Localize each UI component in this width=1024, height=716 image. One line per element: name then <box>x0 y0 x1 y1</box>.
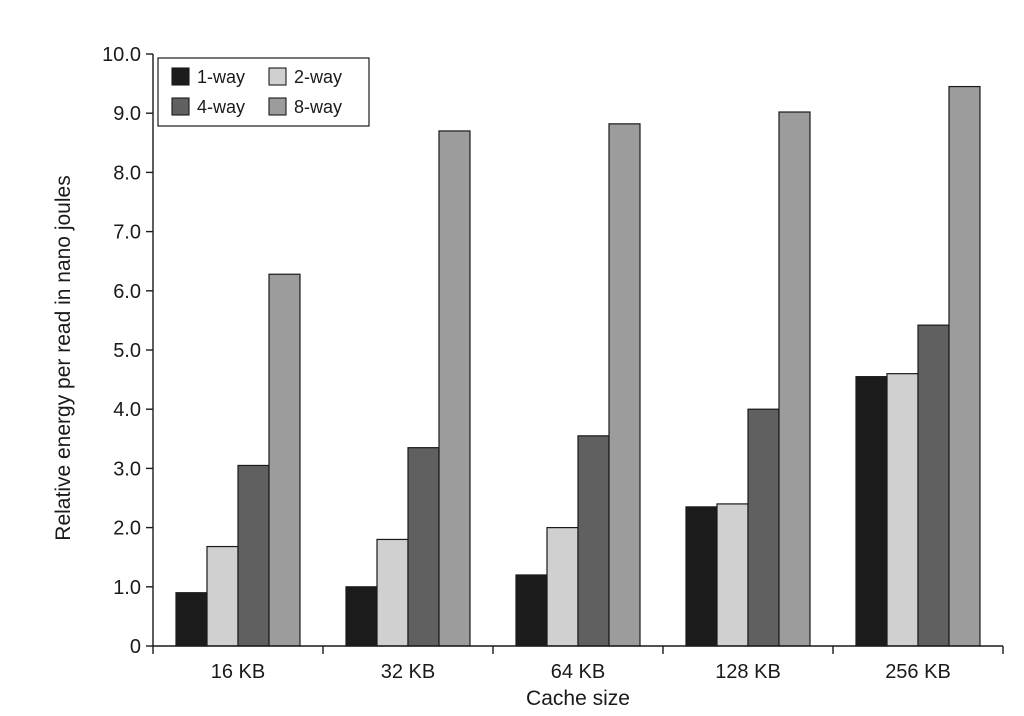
bar-1-way-32KB <box>345 586 378 647</box>
y-tick-label: 10.0 <box>102 44 141 66</box>
y-tick-label: 7.0 <box>113 222 141 244</box>
x-tick-label: 64 KB <box>551 661 605 683</box>
bar-2-way-32KB <box>376 538 409 647</box>
bar-1-way-128KB <box>685 506 718 647</box>
bar-2-way-16KB <box>206 545 239 647</box>
y-axis-title: Relative energy per read in nano joules <box>52 175 75 540</box>
bar-8-way-32KB <box>438 130 471 647</box>
y-tick-label: 4.0 <box>113 399 141 421</box>
legend: 1-way 2-way 4-way 8-way <box>157 57 370 127</box>
bar-4-way-64KB <box>577 435 610 647</box>
bars-layer <box>175 85 981 647</box>
bar-4-way-32KB <box>407 447 440 647</box>
legend-label-8-way: 8-way <box>294 97 342 117</box>
bar-8-way-256KB <box>948 85 981 647</box>
bar-1-way-16KB <box>175 592 208 647</box>
legend-swatch-4-way <box>171 97 190 116</box>
bar-4-way-128KB <box>747 408 780 647</box>
y-ticks: 0 1.0 2.0 3.0 4.0 5.0 6.0 7.0 8.0 9.0 10.0 <box>102 44 153 658</box>
legend-label-4-way: 4-way <box>197 97 245 117</box>
legend-swatch-8-way <box>268 97 287 116</box>
bar-8-way-128KB <box>778 111 811 647</box>
bar-8-way-16KB <box>268 273 301 647</box>
legend-swatch-2-way <box>268 67 287 86</box>
bar-4-way-16KB <box>237 464 270 647</box>
y-tick-label: 5.0 <box>113 340 141 362</box>
x-axis-title: Cache size <box>526 687 630 710</box>
bar-8-way-64KB <box>608 123 641 647</box>
y-tick-label: 9.0 <box>113 103 141 125</box>
y-tick-label: 2.0 <box>113 518 141 540</box>
y-tick-label: 1.0 <box>113 577 141 599</box>
x-ticks: 16 KB 32 KB 64 KB 128 KB 256 KB <box>152 646 1004 683</box>
x-tick-label: 128 KB <box>715 661 781 683</box>
y-tick-label: 3.0 <box>113 458 141 480</box>
y-tick-label: 8.0 <box>113 162 141 184</box>
legend-swatch-1-way <box>171 67 190 86</box>
bar-2-way-128KB <box>716 503 749 647</box>
bar-1-way-64KB <box>515 574 548 647</box>
bar-2-way-64KB <box>546 526 579 647</box>
legend-frame <box>157 57 370 127</box>
bar-2-way-256KB <box>886 373 919 647</box>
x-tick-label: 256 KB <box>885 661 951 683</box>
y-tick-label: 6.0 <box>113 281 141 303</box>
x-tick-label: 16 KB <box>211 661 265 683</box>
legend-label-2-way: 2-way <box>294 67 342 87</box>
legend-label-1-way: 1-way <box>197 67 245 87</box>
bar-1-way-256KB <box>855 376 888 647</box>
bar-4-way-256KB <box>917 324 950 647</box>
y-tick-label: 0 <box>130 636 141 658</box>
x-tick-label: 32 KB <box>381 661 435 683</box>
